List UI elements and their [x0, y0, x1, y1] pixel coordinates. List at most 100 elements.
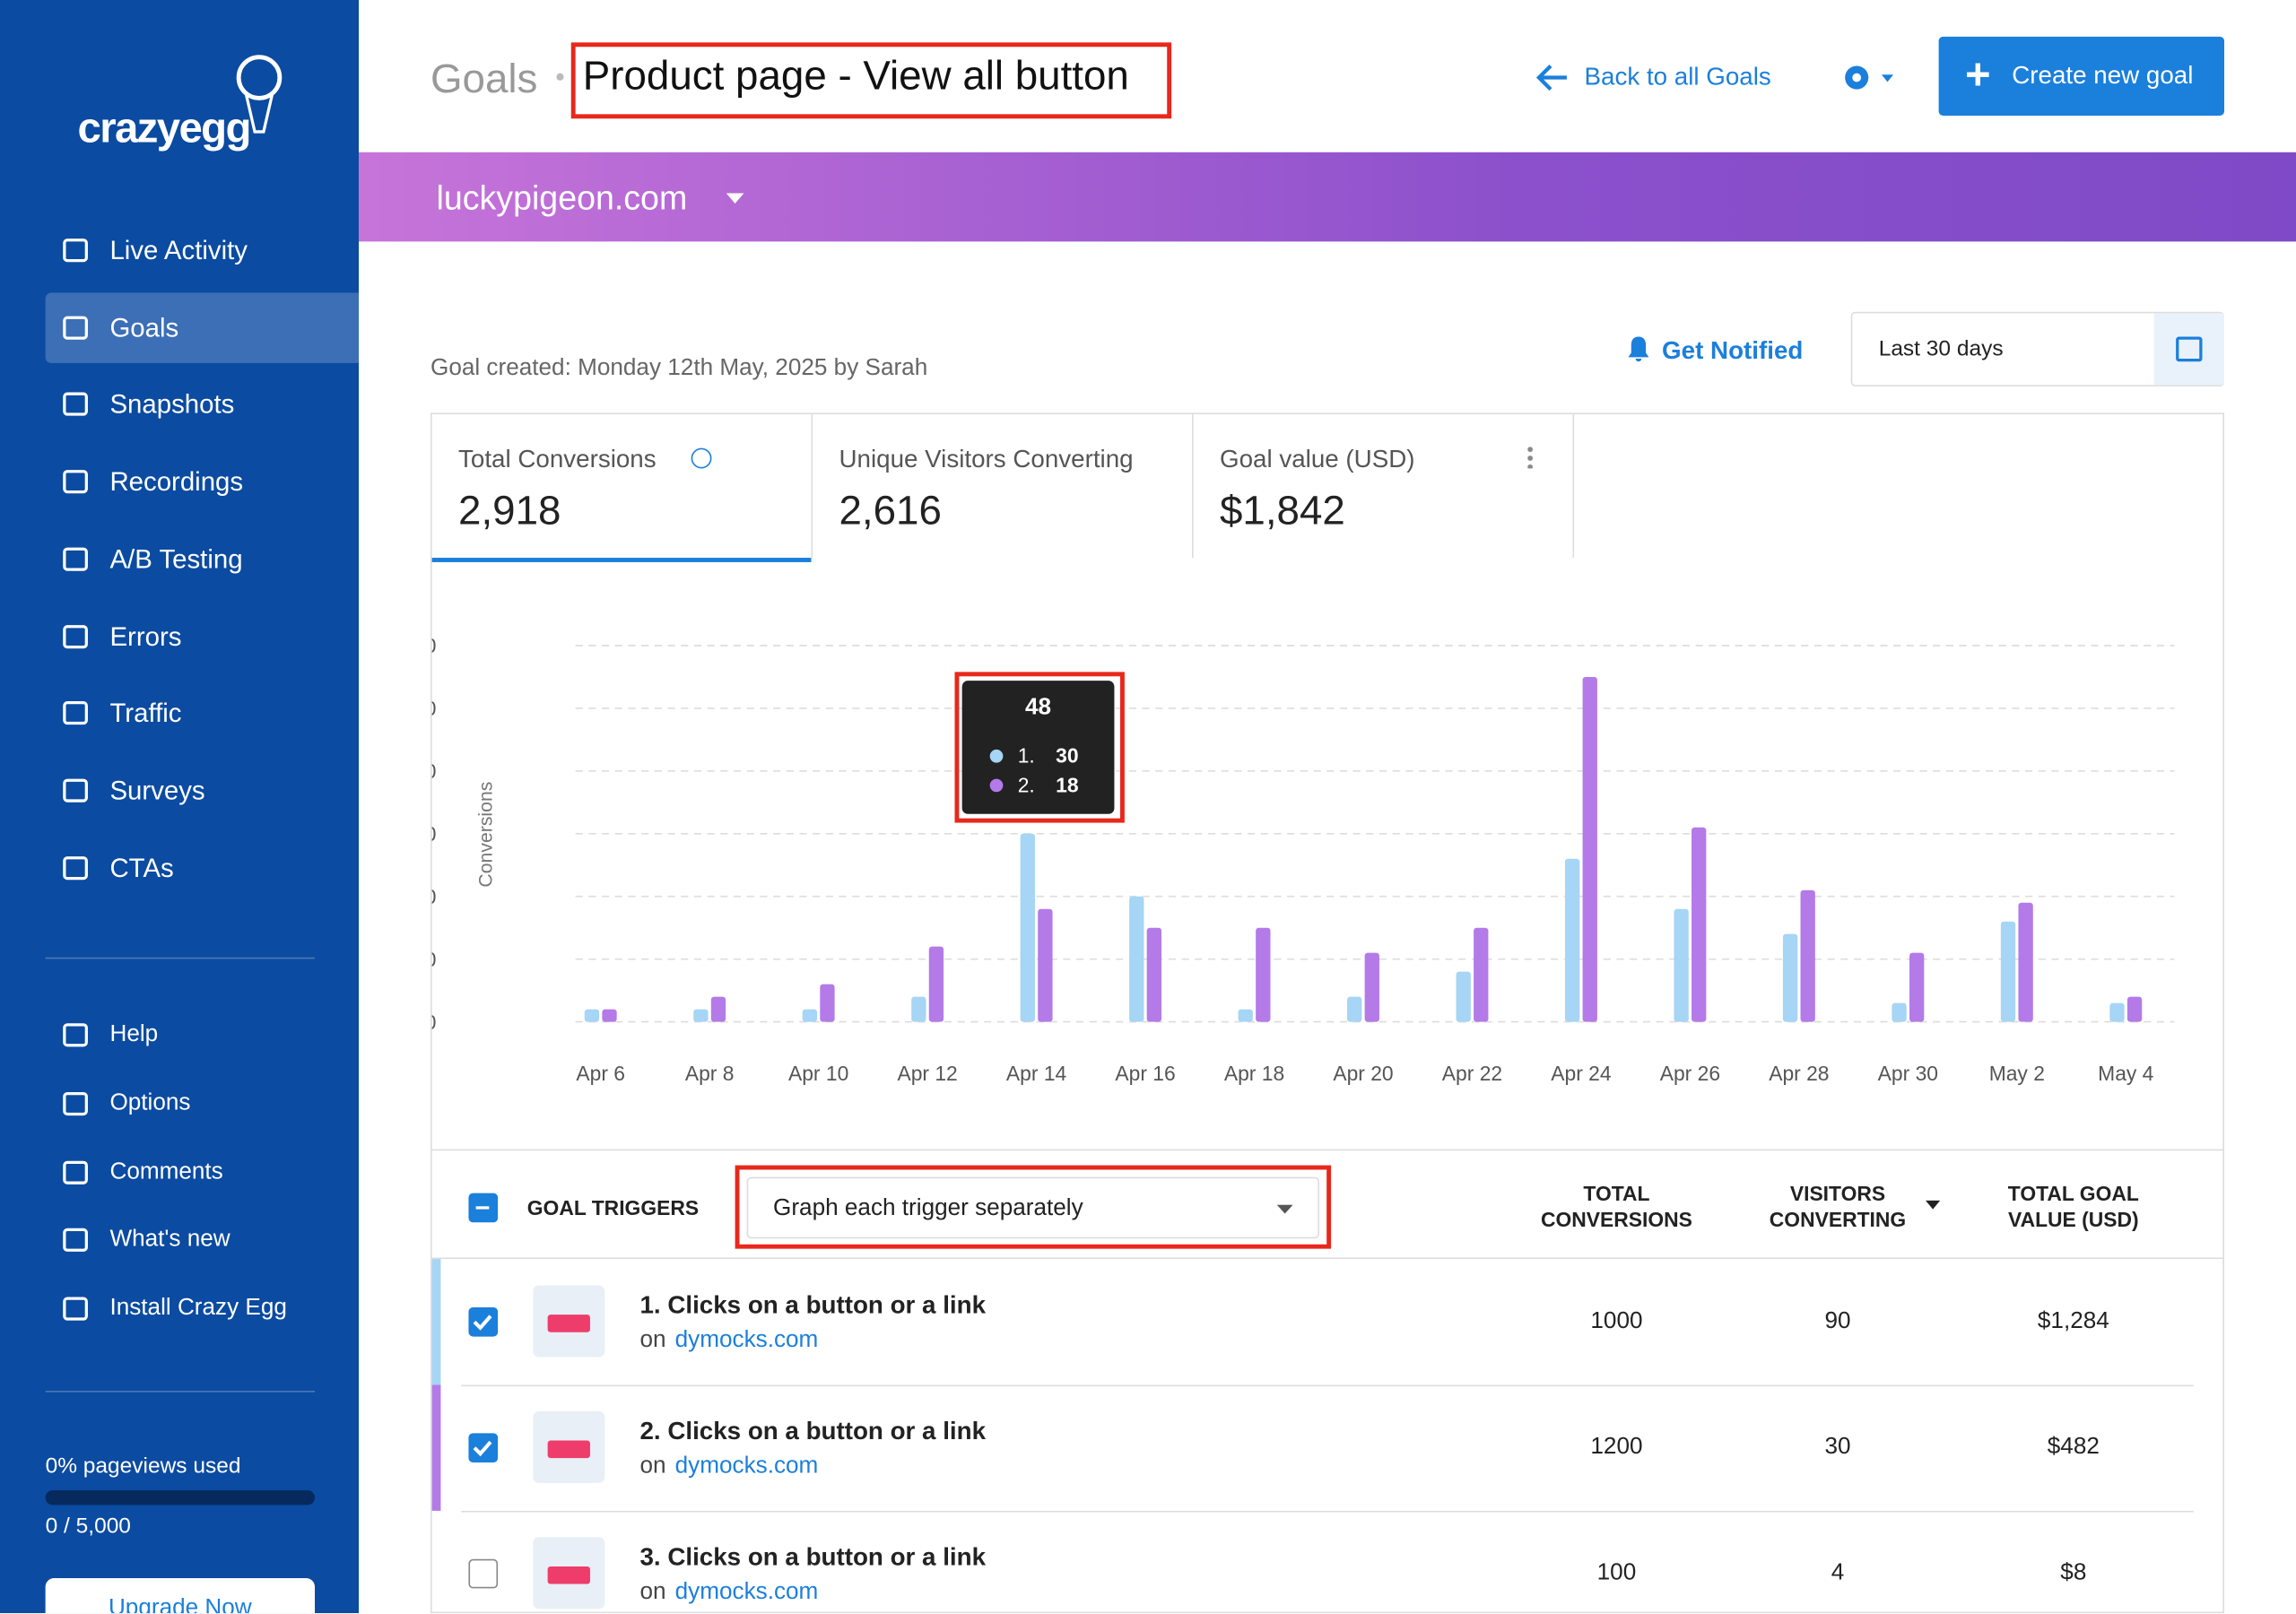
- create-button[interactable]: + Create new goal: [1938, 36, 2224, 116]
- y-tick-label: 0: [432, 1011, 437, 1034]
- bar: [1238, 1009, 1253, 1022]
- bar: [1909, 952, 1925, 1022]
- x-tick-label: Apr 6: [576, 1062, 625, 1085]
- nav-item[interactable]: Snapshots: [46, 369, 359, 439]
- nav-item[interactable]: Install Crazy Egg: [46, 1274, 359, 1344]
- highlight: [570, 42, 1172, 119]
- nav-item[interactable]: Help: [46, 1000, 359, 1070]
- create-label: Create new goal: [2012, 61, 2194, 90]
- nav-item[interactable]: Recordings: [46, 447, 359, 516]
- active-tab: [431, 558, 812, 562]
- trigger-on: on: [639, 1579, 666, 1605]
- nav-icon: [63, 393, 88, 417]
- column-header: TOTAL GOAL VALUE (USD): [2007, 1181, 2139, 1232]
- tooltip-total: 48: [1025, 695, 1052, 721]
- nav-item[interactable]: Traffic: [46, 678, 359, 748]
- bar: [1256, 927, 1271, 1022]
- x-tick-label: Apr 10: [788, 1062, 848, 1085]
- nav-icon: [63, 778, 88, 803]
- info-icon[interactable]: [691, 447, 712, 469]
- mode-select[interactable]: Graph each trigger separately: [746, 1176, 1320, 1239]
- nav-icon: [63, 316, 88, 340]
- row-checkbox[interactable]: [468, 1558, 499, 1589]
- bar: [584, 1009, 600, 1022]
- settings[interactable]: [1840, 60, 1899, 95]
- cell: 90: [1824, 1308, 1851, 1334]
- sort-caret[interactable]: [1925, 1200, 1941, 1210]
- mode: Graph each trigger separately: [773, 1195, 1083, 1221]
- bar: [1364, 952, 1379, 1022]
- metric-tab[interactable]: [1194, 414, 1575, 559]
- bar: [1474, 927, 1489, 1022]
- calendar-button[interactable]: [2153, 313, 2224, 386]
- more-menu[interactable]: [1526, 445, 1534, 469]
- bar: [911, 996, 926, 1022]
- x-tick-label: May 2: [1989, 1062, 2045, 1085]
- tooltip: 48 1. 30 2. 18: [961, 681, 1115, 814]
- trigger-domain[interactable]: dymocks.com: [674, 1327, 819, 1353]
- row-stripe: [431, 1384, 441, 1511]
- bar: [1582, 676, 1597, 1022]
- row-checkbox[interactable]: [468, 1306, 499, 1337]
- logo: crazyegg: [77, 105, 252, 152]
- nav-item[interactable]: Options: [46, 1069, 359, 1139]
- metric-tab[interactable]: [432, 414, 813, 559]
- breadcrumb[interactable]: Goals: [430, 56, 538, 101]
- upgrade-button[interactable]: Upgrade Now: [45, 1577, 316, 1614]
- nav-icon: [63, 855, 88, 880]
- trigger-on: on: [639, 1453, 666, 1479]
- divider: [461, 1384, 2194, 1387]
- nav-item[interactable]: Comments: [46, 1137, 359, 1207]
- tooltip-label: 1.: [1017, 743, 1035, 768]
- divider: [431, 1257, 2223, 1260]
- trigger-icon: [533, 1285, 605, 1358]
- y-tick-label: 20: [432, 885, 437, 908]
- nav-item[interactable]: CTAs: [46, 832, 359, 902]
- nav-item[interactable]: What's new: [46, 1205, 359, 1275]
- bar: [602, 1009, 617, 1022]
- page-title: Product page - View all button: [582, 52, 1129, 99]
- site-name[interactable]: luckypigeon.com: [436, 178, 688, 217]
- x-tick-label: Apr 18: [1224, 1062, 1284, 1085]
- trigger-domain[interactable]: dymocks.com: [674, 1453, 819, 1479]
- cell: $1,284: [2037, 1308, 2109, 1334]
- tooltip-value: 18: [1056, 773, 1079, 797]
- column-header[interactable]: VISITORS CONVERTING: [1769, 1181, 1907, 1232]
- nav-icon: [63, 1160, 88, 1184]
- chart: Conversions 0 10 20 30 40 50 60 Apr 6 Apr 8 Apr 10…: [432, 634, 2175, 1085]
- trigger-domain[interactable]: dymocks.com: [674, 1579, 819, 1605]
- bar: [1456, 971, 1471, 1022]
- trigger-title: 3. Clicks on a button or a link: [639, 1542, 987, 1571]
- date-range: Last 30 days: [1878, 336, 2004, 362]
- nav-item[interactable]: Live Activity: [46, 215, 359, 285]
- bar: [1129, 896, 1144, 1022]
- metric-value: 2,918: [458, 487, 561, 534]
- select-all[interactable]: [468, 1193, 499, 1223]
- bar: [1020, 833, 1035, 1022]
- nav-item[interactable]: A/B Testing: [46, 524, 359, 594]
- divider: [45, 957, 316, 959]
- nav-item[interactable]: Errors: [46, 601, 359, 671]
- nav-icon: [63, 1023, 88, 1047]
- metric-label: Total Conversions: [458, 445, 657, 473]
- bell: [1628, 336, 1649, 362]
- bar: [802, 1009, 818, 1022]
- row-checkbox[interactable]: [468, 1433, 499, 1463]
- metric-label: Unique Visitors Converting: [839, 445, 1134, 473]
- panel: [430, 412, 2224, 1614]
- nav-icon: [63, 239, 88, 263]
- back-arrow: [1535, 64, 1567, 91]
- trigger-on: on: [639, 1327, 666, 1353]
- bar: [693, 1009, 709, 1022]
- cell: 4: [1831, 1560, 1845, 1586]
- date-picker[interactable]: Last 30 days: [1850, 311, 2224, 387]
- metric-tab[interactable]: [813, 414, 1194, 559]
- bar: [1674, 908, 1689, 1022]
- y-tick-label: 30: [432, 822, 437, 846]
- nav-item[interactable]: Goals: [45, 292, 359, 363]
- column-header: TOTAL CONVERSIONS: [1540, 1181, 1692, 1232]
- nav-item[interactable]: Surveys: [46, 755, 359, 825]
- notify-link[interactable]: Get Notified: [1662, 336, 1804, 365]
- back-link[interactable]: Back to all Goals: [1584, 63, 1771, 91]
- highlight: [954, 672, 1125, 823]
